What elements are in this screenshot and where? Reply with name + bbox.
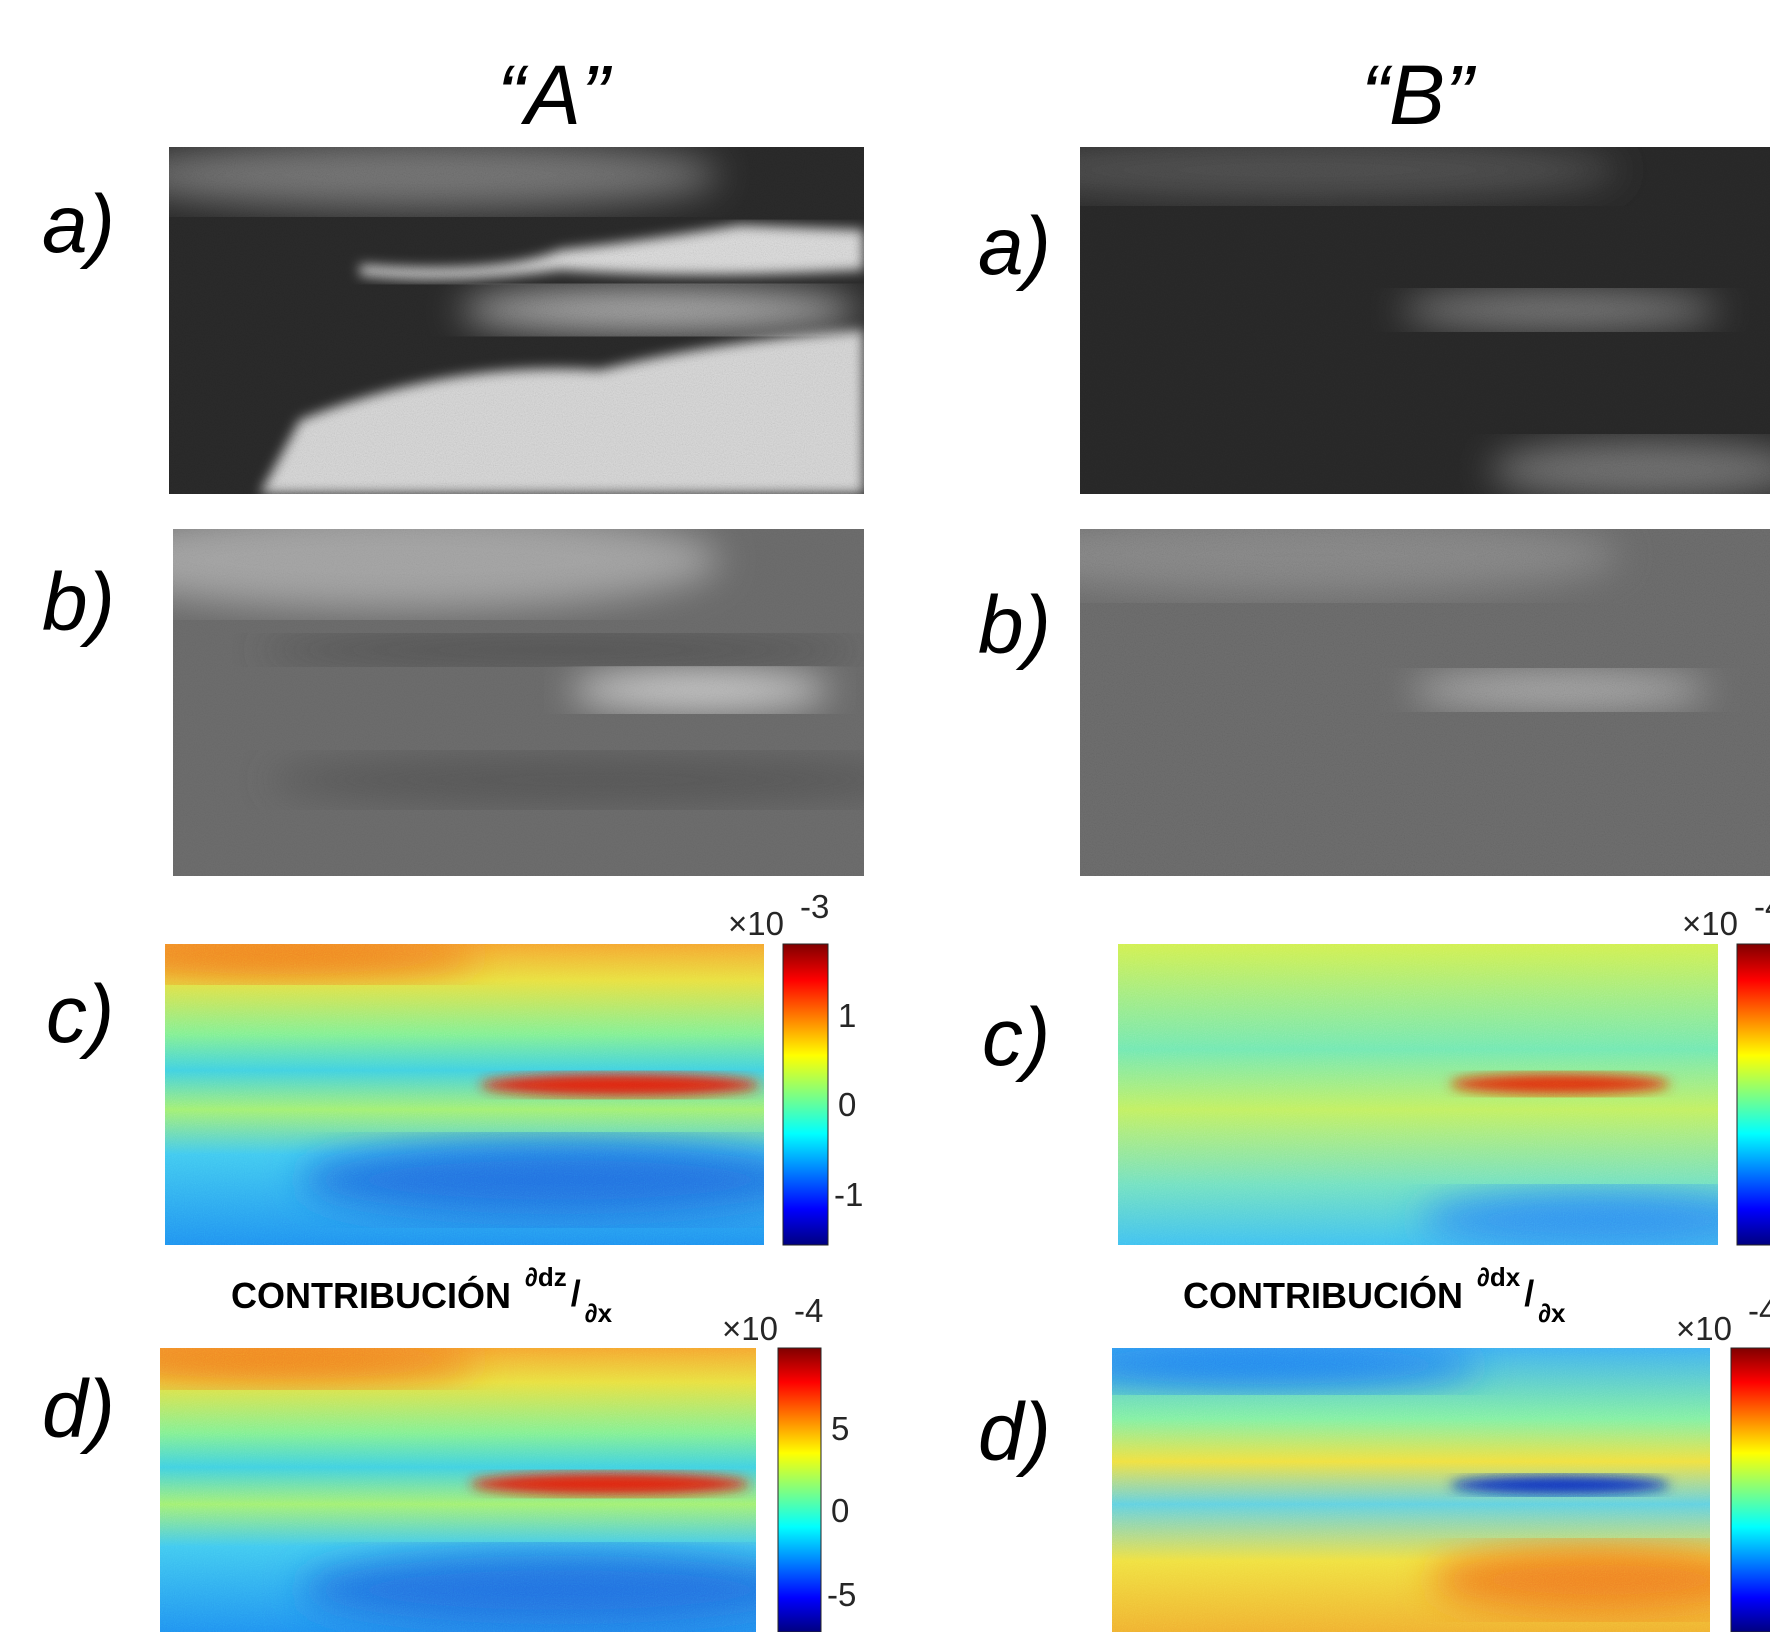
colorbar-tick-label: 0 bbox=[838, 1086, 856, 1123]
image-texture bbox=[173, 529, 864, 876]
heatmap bbox=[1112, 1348, 1710, 1632]
column-title: “B” bbox=[1361, 48, 1477, 142]
row-label: a) bbox=[42, 179, 115, 270]
column-title: “A” bbox=[497, 48, 613, 142]
title-numerator: ∂dx bbox=[1477, 1262, 1521, 1292]
image-texture bbox=[1112, 1348, 1710, 1632]
row-label: c) bbox=[46, 969, 114, 1060]
image-panel bbox=[169, 147, 864, 494]
title-denominator: ∂x bbox=[1538, 1298, 1566, 1328]
colorbar bbox=[1730, 1347, 1770, 1632]
colorbar bbox=[777, 1347, 822, 1632]
image-texture bbox=[160, 1348, 756, 1632]
title-denominator: ∂x bbox=[585, 1298, 613, 1328]
row-label: c) bbox=[982, 992, 1050, 1083]
colorbar-exponent: -4 bbox=[794, 1292, 823, 1329]
image-texture bbox=[1080, 147, 1770, 494]
colorbar-tick-label: 5 bbox=[831, 1410, 849, 1447]
title-numerator: ∂dz bbox=[525, 1262, 567, 1292]
colorbar-exponent: -3 bbox=[800, 888, 829, 925]
image-texture bbox=[165, 944, 764, 1245]
colorbar-tick-label: 0 bbox=[831, 1492, 849, 1529]
title-separator: / bbox=[571, 1273, 581, 1314]
colorbar-exponent: -4 bbox=[1754, 888, 1770, 925]
heatmap bbox=[160, 1348, 756, 1632]
colorbar-tick-label: -1 bbox=[834, 1176, 863, 1213]
row-label: a) bbox=[978, 201, 1051, 292]
row-label: d) bbox=[978, 1387, 1051, 1478]
heatmap bbox=[1118, 944, 1718, 1245]
title-text: CONTRIBUCIÓN bbox=[1183, 1274, 1463, 1316]
image-texture bbox=[1118, 944, 1718, 1245]
colorbar-exponent: -4 bbox=[1748, 1292, 1770, 1329]
image-texture bbox=[1080, 529, 1770, 876]
title-separator: / bbox=[1524, 1273, 1534, 1314]
colorbar-multiplier: ×10 bbox=[1676, 1310, 1732, 1347]
image-panel bbox=[1080, 529, 1770, 876]
colorbar-tick-label: -5 bbox=[827, 1576, 856, 1613]
row-label: b) bbox=[978, 580, 1051, 671]
image-panel bbox=[173, 529, 864, 876]
row-label: b) bbox=[42, 557, 115, 648]
colorbar-multiplier: ×10 bbox=[1682, 905, 1738, 942]
panel-title: CONTRIBUCIÓN ∂dz / ∂x bbox=[231, 1262, 613, 1328]
colorbar-multiplier: ×10 bbox=[728, 905, 784, 942]
heatmap bbox=[165, 944, 764, 1245]
row-label: d) bbox=[42, 1364, 115, 1455]
title-text: CONTRIBUCIÓN bbox=[231, 1274, 511, 1316]
image-texture bbox=[169, 147, 864, 494]
image-panel bbox=[1080, 147, 1770, 494]
colorbar-tick-label: 1 bbox=[838, 997, 856, 1034]
colorbar-multiplier: ×10 bbox=[722, 1310, 778, 1347]
panel-title: CONTRIBUCIÓN ∂dx / ∂x bbox=[1183, 1262, 1566, 1328]
colorbar bbox=[1736, 943, 1770, 1246]
colorbar bbox=[782, 943, 829, 1246]
